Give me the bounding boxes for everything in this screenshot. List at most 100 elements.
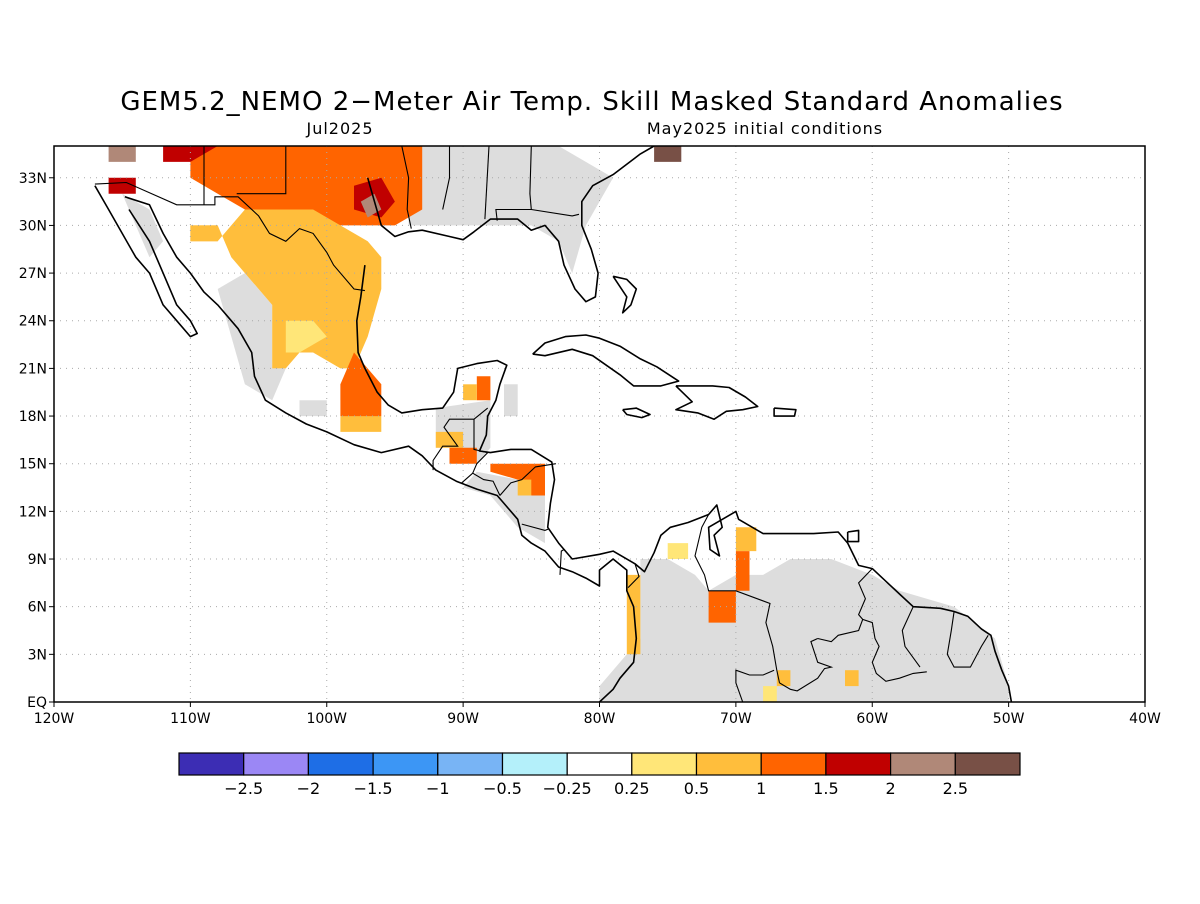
masked-region bbox=[299, 400, 327, 417]
colorbar: −2.5 −2 −1.5 −1 −0.5 −0.25 0.25 0.5 1 1.5 2 2.5 bbox=[178, 752, 1021, 798]
lon-tick-label: 80W bbox=[584, 711, 616, 727]
country-border bbox=[817, 619, 864, 643]
lon-tick-label: 60W bbox=[856, 711, 888, 727]
anomaly-region bbox=[463, 384, 477, 401]
colorbar-label: −2 bbox=[297, 779, 321, 798]
colorbar-label: 1 bbox=[756, 779, 766, 798]
colorbar-swatch bbox=[825, 752, 892, 776]
country-border bbox=[694, 514, 781, 684]
coastline bbox=[94, 185, 198, 338]
anomaly-region bbox=[476, 376, 491, 401]
masked-region bbox=[217, 273, 286, 401]
lat-tick-label: 15N bbox=[19, 457, 47, 473]
country-border bbox=[472, 452, 489, 474]
country-border bbox=[473, 419, 488, 454]
lon-tick-label: 70W bbox=[720, 711, 752, 727]
coastline bbox=[366, 146, 655, 303]
coastline-layer bbox=[94, 146, 1013, 702]
map-title: GEM5.2_NEMO 2−Meter Air Temp. Skill Mask… bbox=[120, 87, 1063, 117]
country-border bbox=[484, 146, 490, 220]
colorbar-label: −0.5 bbox=[483, 779, 522, 798]
map-subtitle-initial-conditions: May2025 initial conditions bbox=[647, 119, 883, 138]
masked-region bbox=[599, 559, 1009, 702]
country-border bbox=[236, 146, 287, 195]
coastline bbox=[773, 407, 797, 417]
masked-region bbox=[122, 193, 164, 258]
anomaly-region bbox=[449, 447, 477, 464]
anomaly-region bbox=[190, 225, 218, 242]
colorbar-swatch bbox=[307, 752, 374, 776]
anomaly-region bbox=[667, 543, 689, 559]
map-plot-area: 120W 110W 100W 90W 80W 70W 60W 50W 40W EQ 3N 6N 9N 1… bbox=[19, 145, 1161, 727]
anomaly-region bbox=[340, 416, 382, 432]
anomaly-region bbox=[360, 193, 382, 218]
country-border bbox=[432, 407, 489, 471]
colorbar-swatch bbox=[695, 752, 762, 776]
colorbar-label: −1 bbox=[426, 779, 450, 798]
country-border bbox=[521, 523, 550, 531]
map-subtitle-valid-month: Jul2025 bbox=[305, 119, 373, 138]
lon-tick-label: 100W bbox=[306, 711, 347, 727]
colorbar-swatch bbox=[437, 752, 504, 776]
anomaly-region bbox=[285, 320, 327, 353]
colorbar-swatch bbox=[566, 752, 633, 776]
colorbar-label: −2.5 bbox=[224, 779, 263, 798]
border-layer bbox=[94, 146, 989, 702]
coastline bbox=[612, 275, 638, 314]
colorbar-label: 0.25 bbox=[614, 779, 650, 798]
colorbar-label: 0.5 bbox=[684, 779, 709, 798]
country-border bbox=[627, 563, 640, 588]
country-border bbox=[946, 611, 989, 668]
lat-tick-label: 9N bbox=[28, 552, 47, 568]
colorbar-swatch bbox=[631, 752, 698, 776]
anomaly-region bbox=[654, 146, 682, 162]
anomaly-region bbox=[340, 352, 382, 424]
country-border bbox=[735, 669, 775, 702]
coastline bbox=[355, 264, 1013, 702]
anomaly-region bbox=[190, 209, 382, 369]
lon-tick-label: 110W bbox=[170, 711, 211, 727]
colorbar-swatch bbox=[760, 752, 827, 776]
colorbar-swatch bbox=[889, 752, 956, 776]
country-border bbox=[779, 637, 834, 692]
anomaly-region bbox=[108, 146, 136, 162]
colorbar-label: 1.5 bbox=[813, 779, 838, 798]
country-border bbox=[461, 472, 501, 496]
colorbar-label: −1.5 bbox=[354, 779, 393, 798]
country-border bbox=[531, 208, 580, 217]
lat-tick-label: EQ bbox=[27, 695, 47, 711]
colorbar-label: 2.5 bbox=[943, 779, 968, 798]
lat-tick-label: 33N bbox=[19, 171, 47, 187]
anomaly-region bbox=[735, 527, 757, 552]
lat-tick-label: 18N bbox=[19, 409, 47, 425]
longitude-axis: 120W 110W 100W 90W 80W 70W 60W 50W 40W bbox=[34, 702, 1161, 727]
lat-tick-label: 12N bbox=[19, 504, 47, 520]
lat-tick-label: 6N bbox=[28, 600, 47, 616]
lat-tick-label: 21N bbox=[19, 361, 47, 377]
country-border bbox=[401, 146, 412, 229]
lon-tick-label: 40W bbox=[1129, 711, 1161, 727]
colorbar-swatch bbox=[501, 752, 568, 776]
lon-tick-label: 90W bbox=[447, 711, 479, 727]
lon-tick-label: 120W bbox=[34, 711, 75, 727]
coastline bbox=[675, 385, 759, 421]
country-border bbox=[94, 181, 365, 292]
colorbar-swatch bbox=[178, 752, 245, 776]
colorbar-swatch bbox=[954, 752, 1021, 776]
lat-tick-label: 27N bbox=[19, 266, 47, 282]
coastline bbox=[124, 196, 638, 702]
anomaly-region bbox=[517, 479, 532, 496]
lat-tick-label: 24N bbox=[19, 314, 47, 330]
lon-tick-label: 50W bbox=[993, 711, 1025, 727]
anomaly-region bbox=[845, 670, 859, 687]
lat-tick-label: 3N bbox=[28, 647, 47, 663]
country-border bbox=[857, 568, 927, 682]
colorbar-swatch bbox=[243, 752, 309, 776]
coastline bbox=[532, 334, 680, 387]
masked-region bbox=[504, 384, 518, 417]
coastline bbox=[622, 407, 651, 419]
country-border bbox=[442, 146, 451, 210]
anomaly-region bbox=[108, 177, 136, 194]
latitude-axis: EQ 3N 6N 9N 12N 15N 18N 21N 24N 27N 30N 33N bbox=[19, 171, 54, 711]
